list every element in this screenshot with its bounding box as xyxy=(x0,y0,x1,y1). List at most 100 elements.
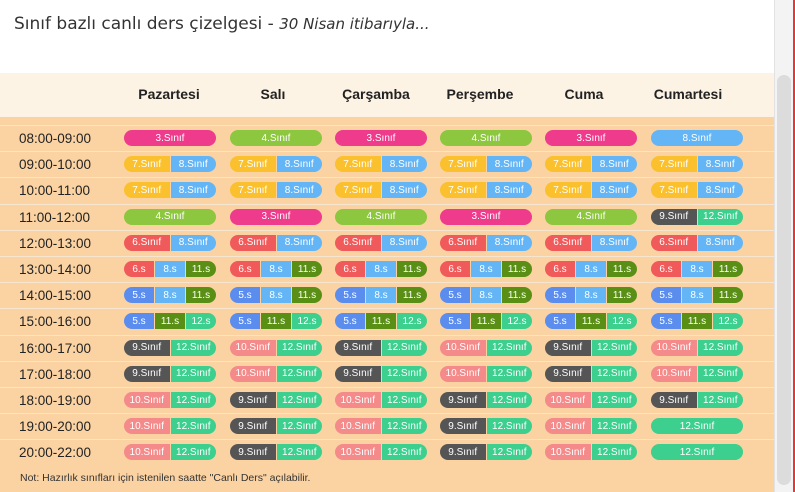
class-badge-7: 7.Sınıf xyxy=(651,182,697,199)
class-badge-10: 10.Sınıf xyxy=(545,444,591,461)
class-badge-6: 6.Sınıf xyxy=(124,234,170,251)
class-badge-8: 8.Sınıf xyxy=(696,234,743,251)
vertical-scrollbar[interactable] xyxy=(774,0,795,492)
class-badge-8: 8.Sınıf xyxy=(380,182,427,199)
class-badge-12: 12.Sınıf xyxy=(590,444,637,461)
schedule-table: Pazartesi Salı Çarşamba Perşembe Cuma Cu… xyxy=(0,73,775,492)
schedule-row: 11:00-12:00 4.Sınıf 3.Sınıf 4.Sınıf 3.Sınıf 4… xyxy=(0,203,775,231)
schedule-cell: 4.Sınıf xyxy=(124,208,216,225)
class-badge-12: 12.Sınıf xyxy=(169,392,216,408)
schedule-row: 19:00-20:00 10.Sınıf 12.Sınıf 9.Sınıf 12.Sın… xyxy=(0,413,775,440)
class-badge-10: 10.Sınıf xyxy=(545,418,591,435)
schedule-cell: 10.Sınıf 12.Sınıf xyxy=(651,339,743,356)
time-slot-label: 11:00-12:00 xyxy=(19,209,91,225)
schedule-cell: 6.s 8.s 11.s xyxy=(440,261,532,277)
class-badge-12: 12.Sınıf xyxy=(485,365,532,382)
class-badge-11: 11.s xyxy=(260,313,291,330)
class-badge-12: 12.Sınıf xyxy=(380,418,427,435)
page-title: Sınıf bazlı canlı ders çizelgesi - 30 Ni… xyxy=(14,14,430,34)
class-badge-8: 8.Sınıf xyxy=(651,130,743,146)
schedule-cell: 7.Sınıf 8.Sınıf xyxy=(440,156,532,173)
schedule-row: 17:00-18:00 9.Sınıf 12.Sınıf 10.Sınıf 12.Sın… xyxy=(0,360,775,388)
schedule-cell: 5.s 8.s 11.s xyxy=(440,287,532,304)
class-badge-9: 9.Sınıf xyxy=(440,418,486,435)
schedule-cell: 6.Sınıf 8.Sınıf xyxy=(651,234,743,251)
schedule-cell: 6.Sınıf 8.Sınıf xyxy=(230,234,322,251)
schedule-cell: 5.s 11.s 12.s xyxy=(440,313,532,330)
schedule-cell: 7.Sınıf 8.Sınıf xyxy=(124,156,216,173)
time-slot-label: 10:00-11:00 xyxy=(19,183,91,199)
class-badge-3: 3.Sınıf xyxy=(124,130,216,146)
class-badge-7: 7.Sınıf xyxy=(124,156,170,173)
schedule-cell: 5.s 11.s 12.s xyxy=(124,313,216,330)
schedule-cell: 5.s 11.s 12.s xyxy=(230,313,322,330)
class-badge-11: 11.s xyxy=(154,313,185,330)
schedule-cell: 6.s 8.s 11.s xyxy=(124,261,216,277)
schedule-header: Pazartesi Salı Çarşamba Perşembe Cuma Cu… xyxy=(0,73,775,117)
class-badge-8: 8.Sınıf xyxy=(485,156,532,173)
class-badge-11: 11.s xyxy=(396,287,427,304)
scrollbar-thumb[interactable] xyxy=(777,75,791,485)
schedule-cell: 3.Sınıf xyxy=(440,208,532,225)
class-badge-12: 12.s xyxy=(291,313,322,330)
schedule-cell: 5.s 8.s 11.s xyxy=(335,287,427,304)
time-slot-label: 17:00-18:00 xyxy=(19,366,92,382)
class-badge-8: 8.Sınıf xyxy=(696,156,743,173)
class-badge-6: 6.s xyxy=(651,261,681,277)
schedule-cell: 9.Sınıf 12.Sınıf xyxy=(124,339,216,356)
class-badge-12: 12.Sınıf xyxy=(651,418,743,435)
schedule-cell: 10.Sınıf 12.Sınıf xyxy=(545,444,637,461)
class-badge-10: 10.Sınıf xyxy=(124,418,170,435)
class-badge-5: 5.s xyxy=(335,313,365,330)
class-badge-12: 12.Sınıf xyxy=(275,339,322,356)
schedule-cell: 3.Sınıf xyxy=(335,130,427,146)
class-badge-12: 12.Sınıf xyxy=(696,365,743,382)
class-badge-10: 10.Sınıf xyxy=(651,365,697,382)
class-badge-12: 12.Sınıf xyxy=(590,365,637,382)
class-badge-5: 5.s xyxy=(545,287,575,304)
class-badge-9: 9.Sınıf xyxy=(335,339,381,356)
class-badge-8: 8.s xyxy=(681,261,712,277)
schedule-cell: 6.s 8.s 11.s xyxy=(651,261,743,277)
class-badge-11: 11.s xyxy=(291,287,322,304)
schedule-row: 20:00-22:00 10.Sınıf 12.Sınıf 9.Sınıf 12.Sın… xyxy=(0,439,775,466)
schedule-cell: 9.Sınıf 12.Sınıf xyxy=(545,365,637,382)
schedule-cell: 7.Sınıf 8.Sınıf xyxy=(335,156,427,173)
class-badge-11: 11.s xyxy=(291,261,322,277)
class-badge-11: 11.s xyxy=(185,261,216,277)
schedule-row: 16:00-17:00 9.Sınıf 12.Sınıf 10.Sınıf 12.Sın… xyxy=(0,334,775,362)
schedule-cell: 9.Sınıf 12.Sınıf xyxy=(440,418,532,435)
class-badge-7: 7.Sınıf xyxy=(440,156,486,173)
class-badge-11: 11.s xyxy=(681,313,712,330)
schedule-cell: 7.Sınıf 8.Sınıf xyxy=(440,182,532,199)
class-badge-5: 5.s xyxy=(440,313,470,330)
class-badge-10: 10.Sınıf xyxy=(124,392,170,408)
schedule-cell: 5.s 11.s 12.s xyxy=(651,313,743,330)
schedule-row: 13:00-14:00 6.s 8.s 11.s 6.s 8.s 11.s 6.s 8.s 11.… xyxy=(0,256,775,283)
schedule-cell: 9.Sınıf 12.Sınıf xyxy=(230,444,322,461)
class-badge-11: 11.s xyxy=(575,313,606,330)
class-badge-4: 4.Sınıf xyxy=(124,208,216,225)
class-badge-7: 7.Sınıf xyxy=(230,182,276,199)
class-badge-12: 12.Sınıf xyxy=(169,339,216,356)
class-badge-10: 10.Sınıf xyxy=(335,444,381,461)
schedule-cell: 5.s 8.s 11.s xyxy=(651,287,743,304)
class-badge-5: 5.s xyxy=(124,313,154,330)
time-slot-label: 16:00-17:00 xyxy=(19,340,92,356)
class-badge-12: 12.Sınıf xyxy=(590,339,637,356)
class-badge-9: 9.Sınıf xyxy=(545,339,591,356)
class-badge-12: 12.Sınıf xyxy=(275,418,322,435)
schedule-cell: 9.Sınıf 12.Sınıf xyxy=(440,392,532,408)
schedule-cell: 6.s 8.s 11.s xyxy=(335,261,427,277)
time-slot-label: 20:00-22:00 xyxy=(19,445,92,461)
class-badge-8: 8.s xyxy=(575,287,606,304)
class-badge-7: 7.Sınıf xyxy=(651,156,697,173)
class-badge-6: 6.Sınıf xyxy=(335,234,381,251)
schedule-row: 08:00-09:00 3.Sınıf 4.Sınıf 3.Sınıf 4.Sınıf 3… xyxy=(0,125,775,152)
schedule-cell: 10.Sınıf 12.Sınıf xyxy=(124,418,216,435)
class-badge-12: 12.Sınıf xyxy=(169,444,216,461)
class-badge-12: 12.Sınıf xyxy=(380,392,427,408)
class-badge-12: 12.Sınıf xyxy=(169,418,216,435)
class-badge-11: 11.s xyxy=(712,261,743,277)
class-badge-9: 9.Sınıf xyxy=(545,365,591,382)
